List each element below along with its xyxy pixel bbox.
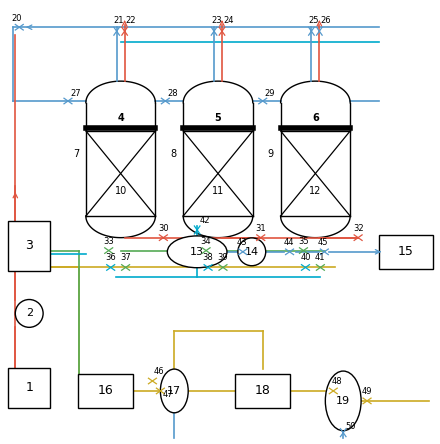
Bar <box>78 374 133 408</box>
Circle shape <box>15 300 43 327</box>
Circle shape <box>238 238 266 266</box>
Text: 37: 37 <box>120 254 131 262</box>
Text: 30: 30 <box>158 224 169 233</box>
Text: 21: 21 <box>114 16 124 25</box>
Text: 22: 22 <box>125 16 136 25</box>
Text: 42: 42 <box>199 216 209 225</box>
Text: 44: 44 <box>283 238 294 247</box>
Text: 32: 32 <box>353 224 363 233</box>
Text: 15: 15 <box>398 246 414 258</box>
Bar <box>8 368 50 408</box>
Text: 49: 49 <box>362 387 372 396</box>
Text: 38: 38 <box>203 254 213 262</box>
Text: 18: 18 <box>255 385 271 397</box>
Text: 9: 9 <box>268 150 274 159</box>
Text: 5: 5 <box>215 113 221 123</box>
Text: 41: 41 <box>315 254 326 262</box>
Text: 29: 29 <box>265 89 275 98</box>
Text: 4: 4 <box>117 113 124 123</box>
Text: 31: 31 <box>256 224 266 233</box>
Text: 13: 13 <box>190 247 204 257</box>
Bar <box>8 221 50 271</box>
Text: 23: 23 <box>211 16 222 25</box>
Text: 33: 33 <box>103 237 114 246</box>
Text: 48: 48 <box>331 377 342 386</box>
Text: 39: 39 <box>218 254 228 262</box>
Text: 25: 25 <box>308 16 319 25</box>
Text: 19: 19 <box>336 396 350 406</box>
Text: 47: 47 <box>162 390 173 399</box>
Text: 17: 17 <box>167 386 181 396</box>
Text: 36: 36 <box>105 254 116 262</box>
Text: 1: 1 <box>25 381 33 394</box>
Text: 28: 28 <box>167 89 178 98</box>
Text: 45: 45 <box>318 238 329 247</box>
Text: 20: 20 <box>11 14 22 23</box>
Text: 35: 35 <box>298 237 309 246</box>
Text: 11: 11 <box>212 186 224 195</box>
Text: 34: 34 <box>201 237 211 246</box>
Text: 46: 46 <box>154 367 164 376</box>
Text: 2: 2 <box>26 309 33 318</box>
Bar <box>379 235 433 269</box>
Text: 27: 27 <box>70 89 81 98</box>
Text: 40: 40 <box>300 254 311 262</box>
Text: 16: 16 <box>98 385 114 397</box>
Text: 6: 6 <box>312 113 319 123</box>
Text: 7: 7 <box>73 150 79 159</box>
Text: 24: 24 <box>223 16 234 25</box>
Text: 12: 12 <box>309 186 322 195</box>
Ellipse shape <box>160 369 188 413</box>
Text: 14: 14 <box>245 247 259 257</box>
Text: 3: 3 <box>25 239 33 252</box>
Text: 50: 50 <box>345 422 356 431</box>
Ellipse shape <box>167 236 227 268</box>
Text: 10: 10 <box>114 186 127 195</box>
Ellipse shape <box>325 371 361 431</box>
Text: 26: 26 <box>320 16 331 25</box>
Bar <box>235 374 290 408</box>
Text: 8: 8 <box>170 150 176 159</box>
Text: 43: 43 <box>237 238 247 247</box>
